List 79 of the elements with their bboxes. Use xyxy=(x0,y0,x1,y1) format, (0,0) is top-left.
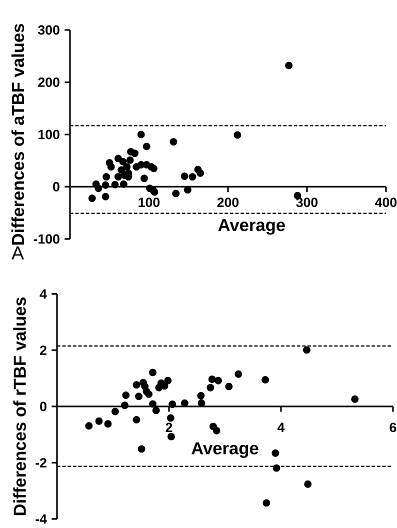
point xyxy=(197,392,205,400)
x-axis-title: Average xyxy=(191,442,258,458)
point xyxy=(351,395,359,403)
y-tick-label: 200 xyxy=(38,78,60,87)
point xyxy=(123,163,131,171)
y-tick-label: 4 xyxy=(40,289,47,299)
point xyxy=(272,449,280,457)
point xyxy=(111,180,119,188)
point xyxy=(234,370,242,378)
point xyxy=(180,399,188,407)
y-tick-label: 2 xyxy=(40,346,46,355)
x-tick-label: 6 xyxy=(390,422,396,432)
y-tick-label: 0 xyxy=(40,402,46,412)
point xyxy=(130,150,138,158)
point xyxy=(104,420,112,428)
point xyxy=(114,173,122,181)
y-tick-label: 100 xyxy=(38,130,60,140)
point xyxy=(262,499,270,507)
text: A xyxy=(12,246,24,260)
point xyxy=(148,368,156,376)
point xyxy=(225,382,233,390)
x-tick-label: 100 xyxy=(138,198,160,208)
point xyxy=(167,432,175,440)
x-tick-label: 2 xyxy=(166,422,172,432)
point xyxy=(126,156,134,164)
x-tick-label: 200 xyxy=(217,198,239,208)
y-tick-label: 300 xyxy=(38,25,60,35)
point xyxy=(148,400,156,408)
point xyxy=(172,190,180,198)
point xyxy=(102,181,110,189)
point xyxy=(120,180,128,188)
y-axis-title: Differences of rTBF values xyxy=(13,297,26,516)
point xyxy=(168,400,176,408)
y-axis-title: Differences of aTBF values xyxy=(11,24,24,245)
point xyxy=(85,422,93,430)
y-tick-label: 0 xyxy=(53,182,60,192)
point xyxy=(107,163,115,171)
point xyxy=(140,174,148,182)
point xyxy=(132,416,140,424)
point xyxy=(95,417,103,425)
point xyxy=(188,173,196,181)
point xyxy=(234,131,242,139)
point xyxy=(214,376,222,384)
y-tick-label: -100 xyxy=(34,234,60,244)
x-tick-label: 4 xyxy=(277,422,285,432)
point xyxy=(102,173,110,181)
point xyxy=(196,169,204,177)
point xyxy=(302,346,310,354)
point xyxy=(145,390,153,398)
point xyxy=(138,445,146,453)
point xyxy=(212,426,220,434)
point xyxy=(206,384,214,392)
point xyxy=(164,376,172,384)
point xyxy=(111,408,119,416)
point xyxy=(88,194,96,202)
y-tick-label: -2 xyxy=(36,458,46,468)
point xyxy=(180,172,188,180)
point xyxy=(272,464,280,472)
x-tick-label: 400 xyxy=(375,198,397,208)
point xyxy=(94,184,102,192)
point xyxy=(152,406,160,414)
x-axis-title: Average xyxy=(218,219,285,235)
point xyxy=(170,138,178,146)
point xyxy=(137,130,145,138)
point xyxy=(134,392,142,400)
point xyxy=(285,62,292,70)
point xyxy=(304,480,312,488)
point xyxy=(122,391,130,399)
point xyxy=(208,375,216,383)
point xyxy=(198,399,206,407)
point xyxy=(142,142,150,150)
y-tick-label: -4 xyxy=(36,514,47,524)
point xyxy=(262,376,269,384)
point xyxy=(166,414,174,422)
point xyxy=(132,381,140,389)
x-tick-label: 300 xyxy=(296,198,318,208)
point xyxy=(102,192,110,200)
point xyxy=(119,158,127,166)
point xyxy=(120,402,128,410)
